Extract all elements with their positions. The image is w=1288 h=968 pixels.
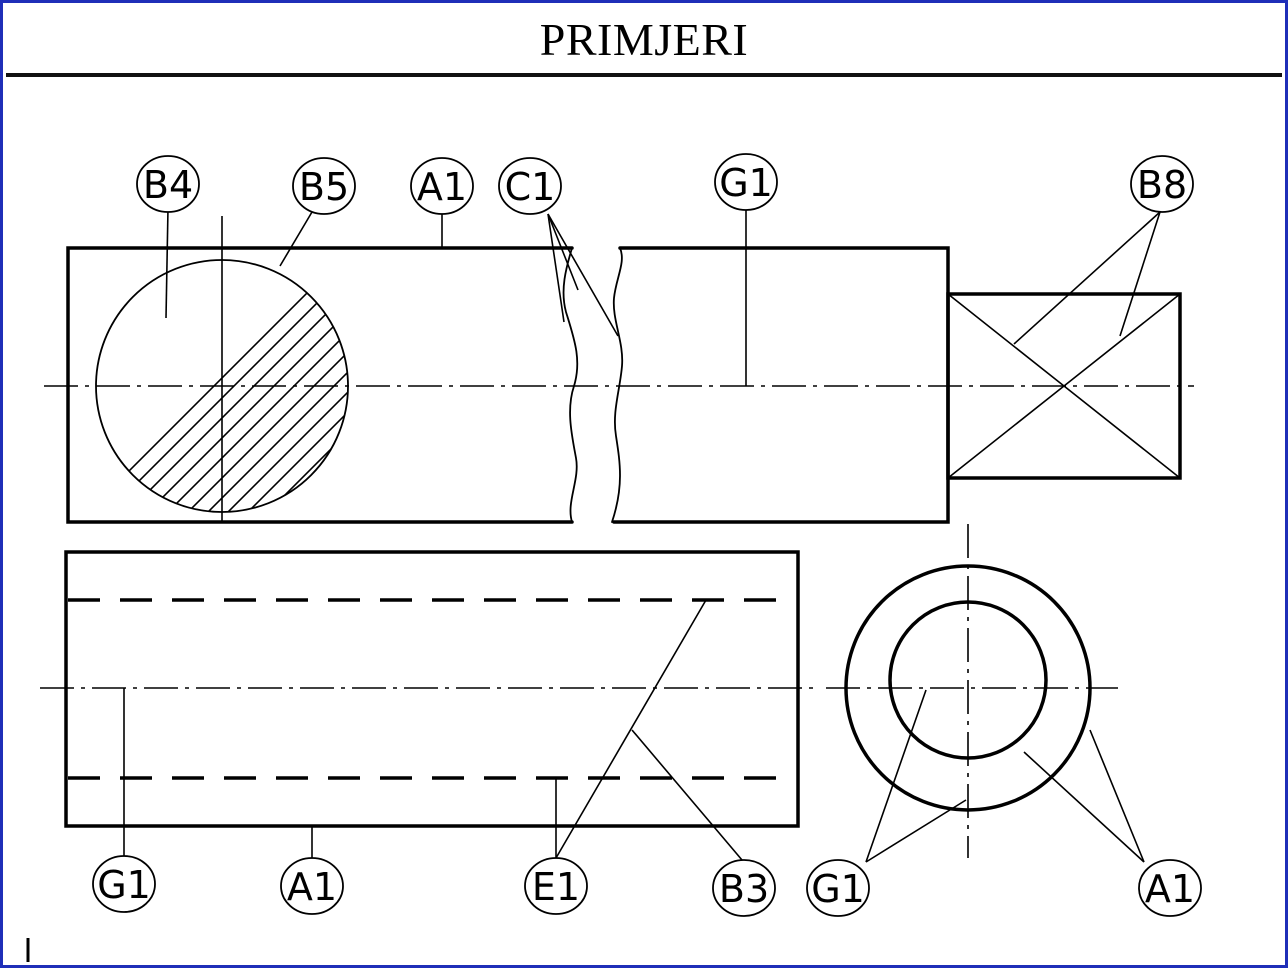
label-bottom-g1-right: G1 xyxy=(806,859,870,917)
hatched-section xyxy=(95,216,349,522)
label-bottom-a1-right: A1 xyxy=(1138,859,1202,917)
label-b5: B5 xyxy=(292,157,356,215)
label-c1: C1 xyxy=(498,157,562,215)
label-b3: B3 xyxy=(712,859,776,917)
break-line-left xyxy=(562,247,579,523)
top-shaft-right-outline xyxy=(612,246,950,524)
leader-lines xyxy=(123,207,1161,863)
title-bar: PRIMJERI xyxy=(6,6,1282,77)
label-top-g1-text: G1 xyxy=(719,161,773,205)
label-bottom-g1-right-text: G1 xyxy=(811,867,865,911)
label-bottom-g1-left-text: G1 xyxy=(97,863,151,907)
label-b4: B4 xyxy=(136,155,200,213)
label-bottom-g1-left: G1 xyxy=(92,855,156,913)
label-e1-text: E1 xyxy=(532,865,580,909)
label-bottom-a1-left-text: A1 xyxy=(287,865,337,909)
label-b3-text: B3 xyxy=(719,867,769,911)
label-top-a1: A1 xyxy=(410,157,474,215)
label-c1-text: C1 xyxy=(505,165,556,209)
label-bottom-a1-left: A1 xyxy=(280,857,344,915)
bottom-tube-outline xyxy=(64,550,800,828)
page-title: PRIMJERI xyxy=(539,14,749,65)
label-b4-text: B4 xyxy=(143,163,193,207)
break-line-right xyxy=(611,247,624,523)
label-bottom-a1-right-text: A1 xyxy=(1145,867,1195,911)
label-b5-text: B5 xyxy=(299,165,349,209)
label-e1: E1 xyxy=(524,857,588,915)
top-shaft-left-outline xyxy=(66,246,574,524)
label-b8-text: B8 xyxy=(1137,163,1187,207)
ring-view xyxy=(826,524,1118,858)
label-top-g1: G1 xyxy=(714,153,778,211)
bottom-tube xyxy=(64,550,800,828)
label-top-a1-text: A1 xyxy=(417,165,467,209)
label-b8: B8 xyxy=(1130,155,1194,213)
